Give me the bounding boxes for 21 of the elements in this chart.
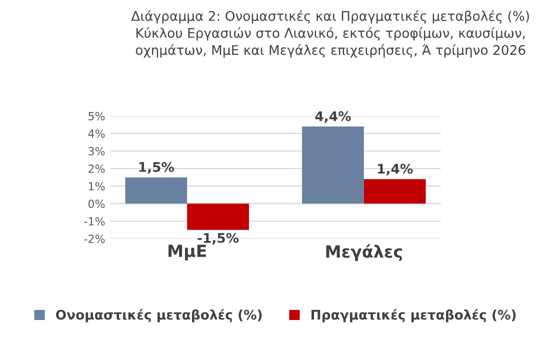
legend-label: Ονομαστικές μεταβολές (%) xyxy=(56,308,262,322)
data-label: 1,5% xyxy=(139,162,174,174)
y-tick-label: -1% xyxy=(84,217,105,226)
y-tick-label: -2% xyxy=(84,234,105,244)
y-tick-label: 2% xyxy=(88,164,105,173)
bar xyxy=(187,204,249,230)
y-tick-label: 4% xyxy=(88,129,105,138)
bar xyxy=(125,177,188,204)
bar xyxy=(364,179,426,204)
y-tick-label: 0% xyxy=(88,200,105,208)
data-label: -1,5% xyxy=(198,232,239,245)
chart-title: Διάγραμμα 2: Ονομαστικές και Πραγματικές μεταβολές (%) Κύκλου Εργασιών στο Λιανικό, εκτός τροφίμων, καυσίμων, οχημάτων, ΜμΕ και Μεγάλες επιχειρήσεις, Ά τρίμηνο 2026 xyxy=(131,10,529,58)
bar xyxy=(302,126,364,204)
legend-label: Πραγματικές μεταβολές (%) xyxy=(312,308,516,322)
data-label: 4,4% xyxy=(315,111,351,123)
y-tick-label: 5% xyxy=(88,112,105,120)
y-tick-label: 1% xyxy=(88,182,105,190)
data-label: 1,4% xyxy=(378,164,413,176)
x-tick-label: Μεγάλες xyxy=(326,244,402,262)
x-tick-label: ΜμΕ xyxy=(168,244,206,260)
y-tick-label: 3% xyxy=(88,146,105,156)
